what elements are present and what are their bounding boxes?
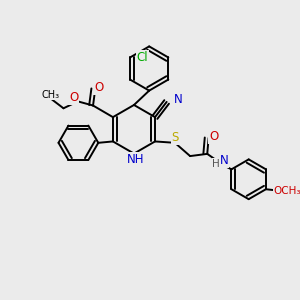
Text: O: O [69, 91, 78, 104]
Text: H: H [212, 159, 220, 169]
Text: S: S [171, 131, 178, 144]
Text: OCH₃: OCH₃ [273, 186, 300, 196]
Text: NH: NH [127, 153, 144, 166]
Text: O: O [94, 81, 103, 94]
Text: N: N [174, 93, 183, 106]
Text: Cl: Cl [137, 51, 148, 64]
Text: N: N [219, 154, 228, 167]
Text: CH₃: CH₃ [41, 90, 60, 100]
Text: O: O [209, 130, 218, 143]
